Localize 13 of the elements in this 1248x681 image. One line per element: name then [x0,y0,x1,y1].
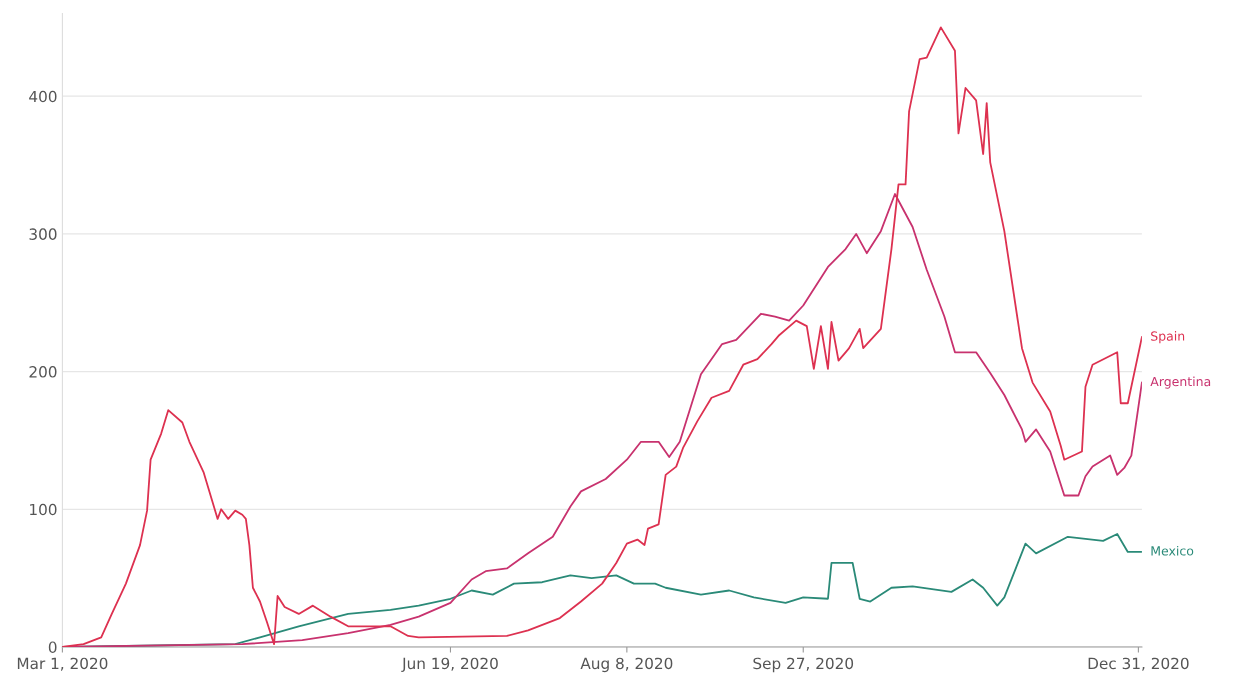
y-tick-label: 0 [48,641,57,653]
series-label: Mexico [1151,545,1194,556]
x-tick-label: Jun 19, 2020 [401,657,498,673]
x-tick-label: Dec 31, 2020 [1088,657,1189,671]
y-tick-label: 300 [29,228,57,240]
y-tick-label: 100 [30,503,57,516]
series-label: Spain [1151,331,1185,344]
series-label: Argentina [1150,376,1211,389]
y-tick-label: 400 [29,90,57,103]
x-tick-label: Sep 27, 2020 [753,657,854,673]
x-tick-label: Aug 8, 2020 [580,657,673,673]
x-tick-label: Mar 1, 2020 [17,657,108,671]
y-tick-label: 200 [29,366,57,378]
